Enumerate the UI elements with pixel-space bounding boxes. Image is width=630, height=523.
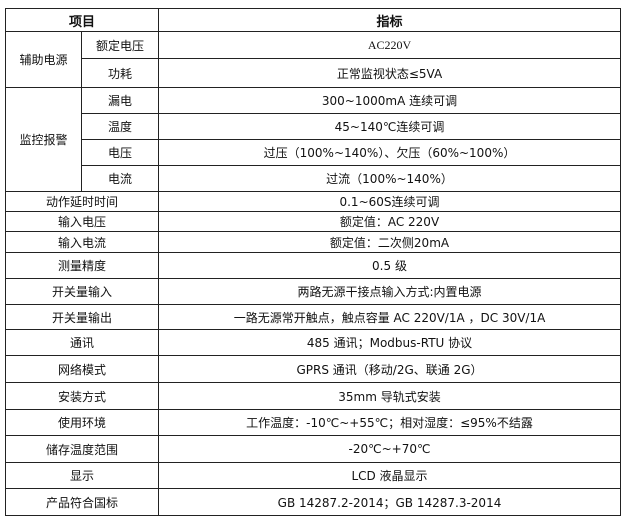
row-label: 产品符合国标 [4,488,160,516]
table-row: 测量精度 0.5 级 [4,252,621,279]
row-value: 485 通讯；Modbus-RTU 协议 [158,329,621,356]
table-row: 辅助电源 额定电压 AC220V [5,31,621,88]
row-label: 安装方式 [4,382,160,410]
table-row: 安装方式 35mm 导轨式安装 [4,382,621,410]
row-value: 两路无源干接点输入方式:内置电源 [158,278,621,305]
row-label: 显示 [4,462,160,489]
row-label: 输入电压 [4,211,160,232]
table-row: 通讯 485 通讯；Modbus-RTU 协议 [4,329,621,356]
table-row: 网络模式 GPRS 通讯（移动/2G、联通 2G） [4,355,621,383]
row-label: 电流 [80,165,160,192]
row-label: 温度 [80,113,160,140]
group-monitor-alarm: 监控报警 [5,87,82,192]
row-value: 35mm 导轨式安装 [158,382,621,410]
row-label: 开关量输入 [4,278,160,305]
row-value: GPRS 通讯（移动/2G、联通 2G） [158,355,621,383]
table-row: 输入电压 额定值：AC 220V [4,211,621,232]
row-label: 输入电流 [4,231,160,253]
spec-table: 项目 指标 辅助电源 额定电压 AC220V 功耗 正常监视状态≤5VA 监控报… [4,8,621,516]
row-label: 测量精度 [4,252,160,279]
row-value: GB 14287.2-2014；GB 14287.3-2014 [158,488,621,516]
row-label: 使用环境 [4,409,160,436]
row-value: 300~1000mA 连续可调 [158,87,621,114]
row-value: 一路无源常开触点，触点容量 AC 220V/1A ，DC 30V/1A [158,304,621,330]
row-label: 网络模式 [4,355,160,383]
row-value: 0.5 级 [158,252,621,279]
table-row: 电流 过流（100%~140%） [6,165,621,192]
table-row: 电压 过压（100%~140%）、欠压（60%~100%） [6,139,621,166]
row-value: AC220V [158,31,621,59]
row-label: 漏电 [80,87,160,114]
row-label: 储存温度范围 [4,435,160,463]
row-label: 电压 [80,139,160,166]
table-row: 开关量输入 两路无源干接点输入方式:内置电源 [4,278,621,305]
header-spec: 指标 [158,8,621,32]
table-row: 动作延时时间 0.1~60S连续可调 [4,191,621,212]
row-value: 正常监视状态≤5VA [158,58,621,88]
row-value: 工作温度：-10℃~+55℃；相对湿度：≤95%不结露 [158,409,621,436]
row-value: 过流（100%~140%） [158,165,621,192]
row-label: 开关量输出 [4,304,160,330]
table-row: 开关量输出 一路无源常开触点，触点容量 AC 220V/1A ，DC 30V/1… [4,304,621,330]
table-row: 温度 45~140℃连续可调 [6,113,621,140]
row-label: 功耗 [80,58,160,88]
group-aux-power: 辅助电源 [5,31,82,88]
row-value: 过压（100%~140%）、欠压（60%~100%） [158,139,621,166]
table-header-row: 项目 指标 [4,8,621,32]
table-row: 储存温度范围 -20℃~+70℃ [4,435,621,463]
header-item: 项目 [4,8,160,32]
row-label: 动作延时时间 [4,191,160,212]
row-value: -20℃~+70℃ [158,435,621,463]
row-value: 额定值：AC 220V [158,211,621,232]
table-row: 显示 LCD 液晶显示 [4,462,621,489]
table-row: 产品符合国标 GB 14287.2-2014；GB 14287.3-2014 [4,488,621,516]
row-value: 45~140℃连续可调 [158,113,621,140]
row-value: 额定值：二次侧20mA [158,231,621,253]
row-value: LCD 液晶显示 [158,462,621,489]
row-label: 额定电压 [80,31,160,59]
table-row: 监控报警 漏电 300~1000mA 连续可调 [5,87,621,192]
table-row: 使用环境 工作温度：-10℃~+55℃；相对湿度：≤95%不结露 [4,409,621,436]
row-value: 0.1~60S连续可调 [158,191,621,212]
table-row: 功耗 正常监视状态≤5VA [6,58,621,88]
row-label: 通讯 [4,329,160,356]
table-row: 输入电流 额定值：二次侧20mA [4,231,621,253]
